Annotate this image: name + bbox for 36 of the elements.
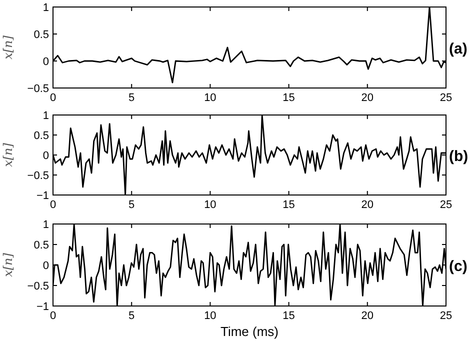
y-tick-label: −1 <box>36 301 49 313</box>
y-tick-label: −1 <box>36 190 49 202</box>
x-tick-label: 25 <box>440 310 452 322</box>
y-tick-label: 0 <box>42 56 49 68</box>
x-tick-label: 10 <box>204 199 216 211</box>
x-tick-label: 10 <box>204 92 216 104</box>
x-tick-label: 20 <box>361 199 374 211</box>
x-tick-label: 20 <box>361 310 374 322</box>
y-tick-label: 0.5 <box>34 240 49 252</box>
y-tick-label: −0.5 <box>27 83 49 95</box>
y-tick-label: 1 <box>42 2 49 14</box>
x-tick-label: 25 <box>440 92 452 104</box>
y-tick-label: 1 <box>42 219 49 231</box>
x-axis-title: Time (ms) <box>220 324 279 339</box>
y-tick-label: 0.5 <box>34 29 49 41</box>
x-tick-label: 10 <box>204 310 216 322</box>
x-tick-label: 5 <box>128 310 135 322</box>
y-tick-label: 1 <box>42 110 49 122</box>
y-tick-label: 0 <box>42 150 49 162</box>
y-axis-title: x[n] <box>1 35 15 60</box>
y-tick-label: 0 <box>42 260 49 272</box>
x-tick-label: 5 <box>128 92 135 104</box>
x-tick-label: 25 <box>440 199 452 211</box>
text: (a) <box>449 40 468 58</box>
y-tick-label: −0.5 <box>27 280 49 292</box>
y-tick-label: −0.5 <box>27 170 49 182</box>
y-axis-title: x[n] <box>1 142 15 167</box>
x-tick-label: 15 <box>282 310 295 322</box>
x-tick-label: 5 <box>128 199 135 211</box>
x-tick-label: 15 <box>282 92 295 104</box>
y-tick-label: 0.5 <box>34 130 49 142</box>
text: (b) <box>449 148 468 165</box>
x-tick-label: 20 <box>361 92 374 104</box>
text: (c) <box>449 258 468 275</box>
y-axis-title: x[n] <box>1 252 15 277</box>
x-tick-label: 15 <box>282 199 295 211</box>
